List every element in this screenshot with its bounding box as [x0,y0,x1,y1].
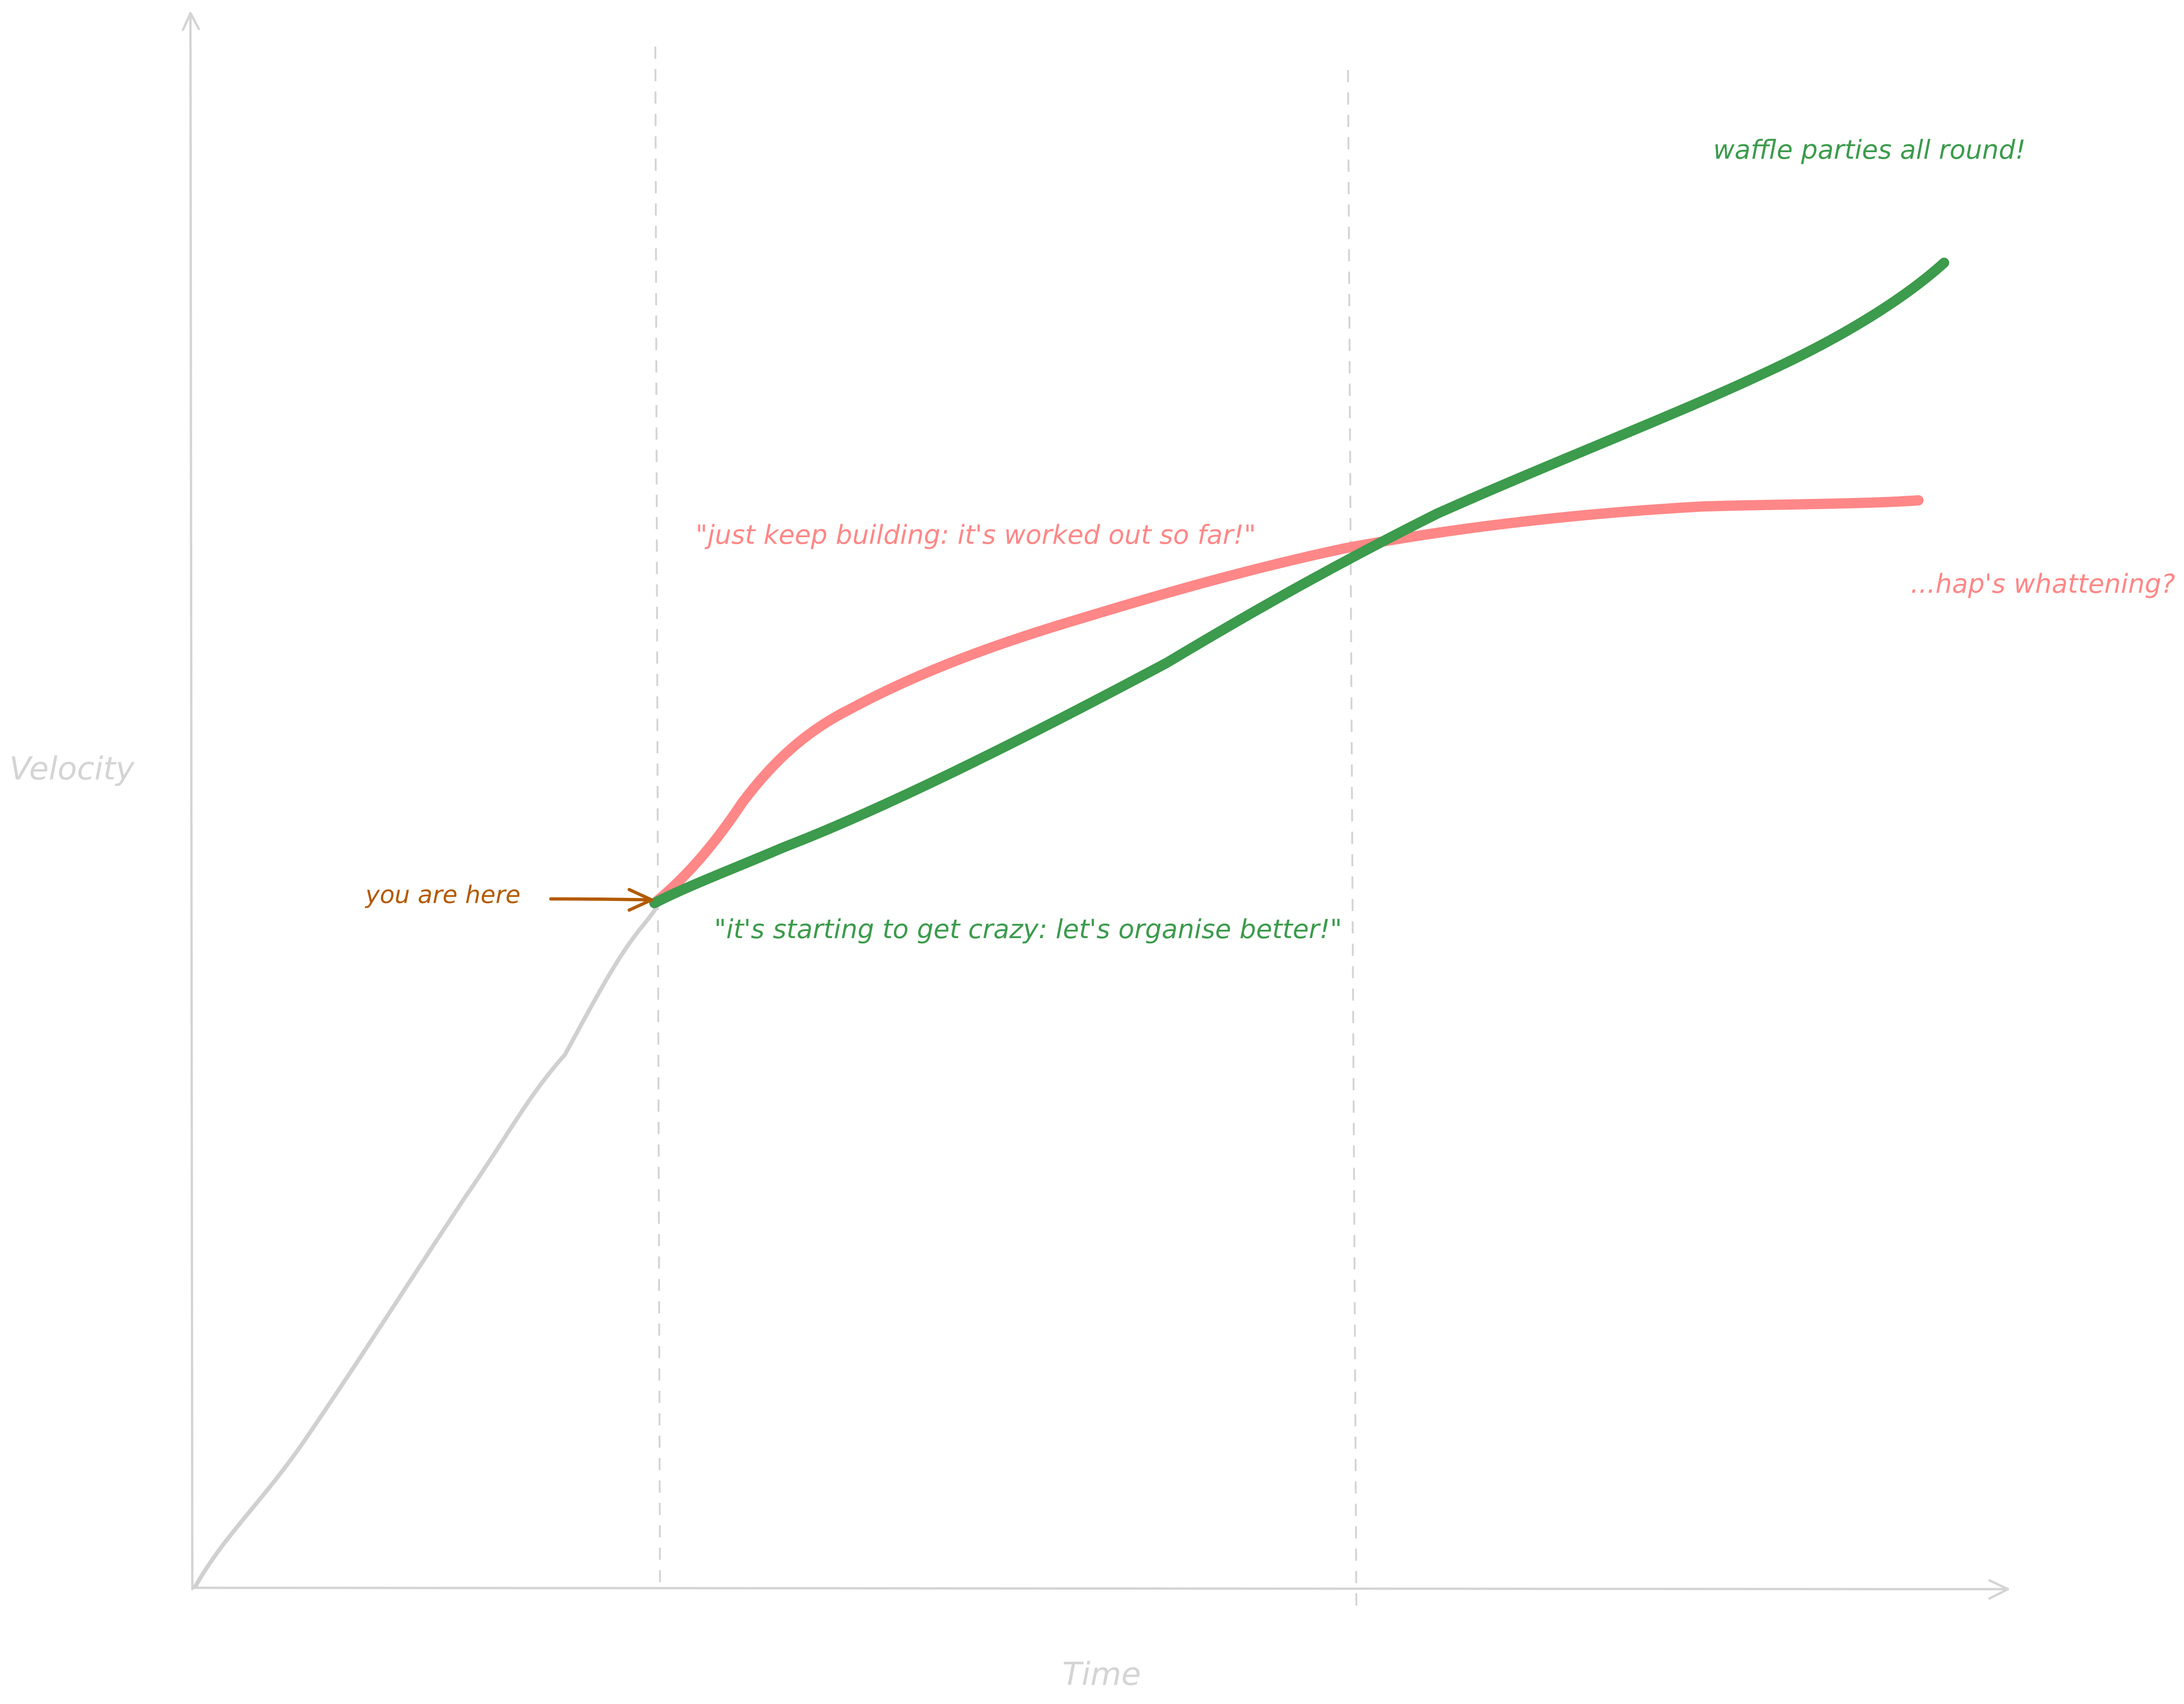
organise-better-curve [649,258,1949,908]
past-velocity-curve [193,901,660,1589]
y-axis-label: Velocity [9,750,135,787]
keep-building-quote: "just keep building: it's worked out so … [695,520,1256,550]
you-are-here-label: you are here [365,881,520,909]
divider-line-1 [654,46,661,1592]
keep-building-curve [649,495,1924,908]
you-are-here-arrowhead [627,888,653,912]
you-are-here-arrow [549,897,651,902]
y-axis [189,14,194,1591]
divider-line-2 [1347,70,1357,1615]
waffle-parties-label: waffle parties all round! [1713,135,2026,165]
whattening-label: ...hap's whattening? [1910,569,2175,599]
x-axis [191,1586,2008,1591]
x-axis-arrowhead [1988,1579,2009,1600]
organise-better-quote: "it's starting to get crazy: let's organ… [714,914,1342,945]
x-axis-label: Time [1062,1656,1141,1693]
y-axis-arrowhead [182,12,200,31]
